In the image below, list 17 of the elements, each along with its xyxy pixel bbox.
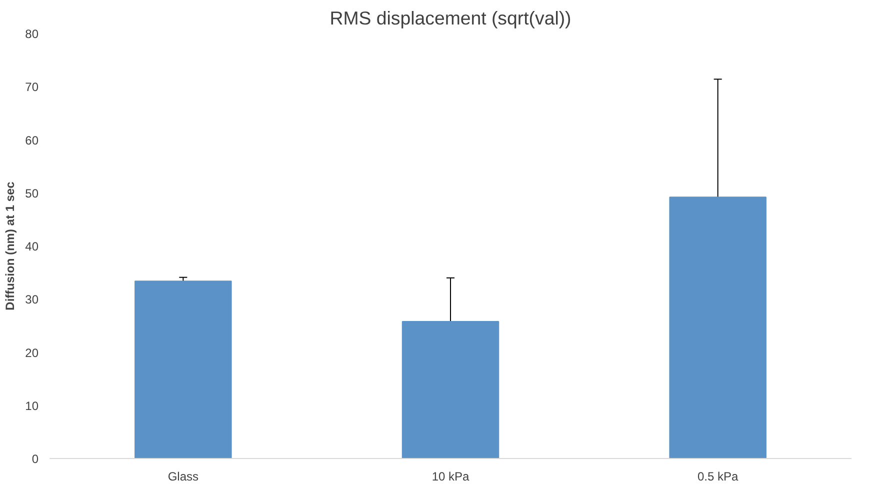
y-tick-label: 10 bbox=[25, 398, 39, 413]
y-tick-label: 80 bbox=[25, 27, 39, 41]
x-tick-label: 10 kPa bbox=[432, 470, 470, 484]
y-tick-label: 70 bbox=[25, 80, 39, 94]
y-tick-label: 0 bbox=[32, 452, 39, 466]
y-tick-label: 30 bbox=[25, 292, 39, 307]
bar bbox=[134, 280, 232, 458]
y-tick-label: 20 bbox=[25, 346, 39, 360]
x-tick-label: 0.5 kPa bbox=[697, 470, 739, 484]
y-tick-label: 60 bbox=[25, 133, 39, 148]
bar bbox=[669, 196, 766, 458]
y-axis-title: Diffusion (nm) at 1 sec bbox=[3, 181, 18, 310]
bar bbox=[402, 320, 500, 458]
y-tick-label: 50 bbox=[25, 186, 39, 200]
y-tick-label: 40 bbox=[25, 240, 39, 254]
x-tick-label: Glass bbox=[168, 470, 199, 484]
chart-title: RMS displacement (sqrt(val)) bbox=[330, 8, 572, 28]
